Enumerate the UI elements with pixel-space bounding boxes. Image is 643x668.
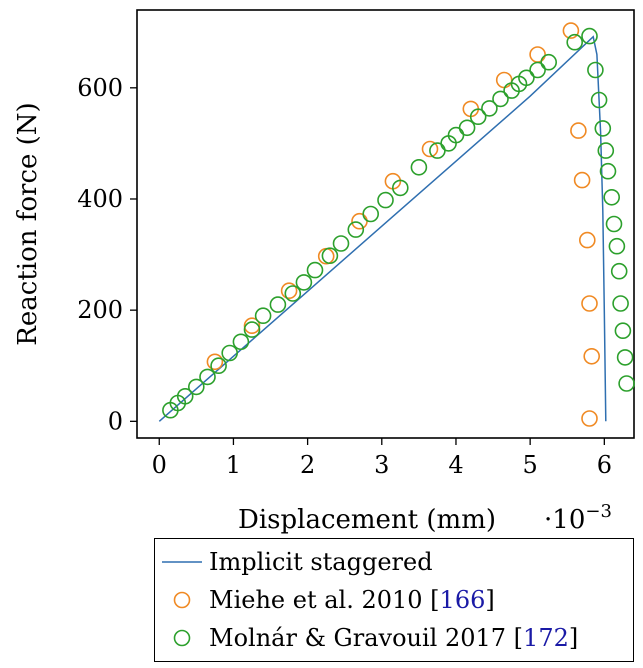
legend-citation-molnar[interactable]: 172: [523, 624, 569, 652]
data-point-miehe-et-al-2010: [570, 122, 587, 139]
y-axis-title: Reaction force (N): [13, 102, 43, 345]
data-point-moln-r-gravouil-2017: [458, 119, 476, 137]
legend-label-molnar: Molnár & Gravouil 2017 [172]: [209, 624, 579, 652]
data-point-miehe-et-al-2010: [421, 140, 439, 158]
data-point-moln-r-gravouil-2017: [492, 90, 509, 108]
x-axis-multiplier: ·10−3: [544, 501, 612, 535]
data-point-moln-r-gravouil-2017: [347, 221, 365, 238]
data-point-moln-r-gravouil-2017: [481, 100, 498, 117]
legend-item-molnar: Molnár & Gravouil 2017 [172]: [155, 619, 578, 657]
x-tick-label: 1: [226, 451, 241, 479]
data-point-moln-r-gravouil-2017: [391, 179, 409, 197]
data-point-moln-r-gravouil-2017: [618, 375, 635, 392]
data-point-moln-r-gravouil-2017: [581, 27, 598, 45]
x-tick-label: 3: [374, 451, 389, 479]
data-point-moln-r-gravouil-2017: [590, 91, 608, 109]
data-point-moln-r-gravouil-2017: [254, 307, 272, 325]
data-point-moln-r-gravouil-2017: [605, 215, 623, 233]
data-point-moln-r-gravouil-2017: [221, 344, 238, 362]
data-point-miehe-et-al-2010: [578, 231, 596, 249]
data-point-moln-r-gravouil-2017: [518, 69, 535, 87]
legend-item-miehe: Miehe et al. 2010 [166]: [155, 581, 495, 619]
legend-label-implicit-staggered: Implicit staggered: [209, 548, 433, 576]
data-point-miehe-et-al-2010: [529, 46, 546, 63]
legend-citation-miehe[interactable]: 166: [439, 586, 486, 614]
chart-marks: [158, 22, 635, 427]
data-point-moln-r-gravouil-2017: [243, 321, 261, 338]
data-point-moln-r-gravouil-2017: [377, 191, 394, 209]
x-axis-multiplier-base: ·10: [544, 505, 585, 535]
series-line-implicit-staggered: [158, 35, 607, 422]
legend-line-swatch: [155, 543, 209, 581]
y-tick-label: 0: [108, 407, 123, 435]
data-point-miehe-et-al-2010: [583, 347, 601, 365]
data-point-miehe-et-al-2010: [562, 22, 580, 39]
data-point-moln-r-gravouil-2017: [529, 61, 546, 79]
legend-orange-circle-swatch: [155, 581, 209, 619]
data-point-miehe-et-al-2010: [243, 317, 261, 335]
plot-frame: [136, 9, 635, 439]
legend-green-circle-swatch: [155, 619, 209, 657]
data-point-moln-r-gravouil-2017: [210, 357, 227, 375]
data-point-moln-r-gravouil-2017: [540, 53, 558, 71]
legend-item-implicit-staggered: Implicit staggered: [155, 543, 433, 581]
data-point-moln-r-gravouil-2017: [469, 108, 487, 125]
chart-axes: 0 1 2 3 4 5 6 0 200 400 600: [77, 74, 612, 479]
data-point-moln-r-gravouil-2017: [610, 262, 628, 280]
y-tick-label: 400: [77, 185, 123, 213]
y-tick-label: 600: [77, 74, 123, 102]
x-tick-label: 4: [448, 451, 463, 479]
data-point-moln-r-gravouil-2017: [614, 322, 632, 340]
data-point-moln-r-gravouil-2017: [188, 378, 205, 396]
legend-label-miehe: Miehe et al. 2010 [166]: [209, 586, 495, 614]
data-point-moln-r-gravouil-2017: [599, 162, 617, 180]
data-point-moln-r-gravouil-2017: [410, 159, 428, 176]
y-tick-label: 200: [77, 296, 123, 324]
chart-legend: Implicit staggered Miehe et al. 2010 [16…: [154, 538, 634, 662]
data-point-miehe-et-al-2010: [581, 410, 598, 427]
data-point-miehe-et-al-2010: [495, 71, 513, 89]
data-point-moln-r-gravouil-2017: [616, 349, 634, 366]
data-point-miehe-et-al-2010: [280, 282, 298, 300]
data-point-moln-r-gravouil-2017: [566, 33, 584, 51]
data-point-moln-r-gravouil-2017: [199, 368, 216, 386]
x-axis-multiplier-exponent: −3: [585, 501, 612, 522]
x-tick-label: 2: [300, 451, 315, 479]
data-point-moln-r-gravouil-2017: [269, 296, 287, 313]
data-point-moln-r-gravouil-2017: [608, 237, 626, 255]
x-tick-label: 0: [152, 451, 167, 479]
x-tick-label: 6: [597, 451, 612, 479]
data-point-moln-r-gravouil-2017: [295, 274, 313, 291]
data-point-miehe-et-al-2010: [581, 295, 598, 312]
data-point-moln-r-gravouil-2017: [594, 120, 612, 137]
data-point-moln-r-gravouil-2017: [176, 387, 194, 405]
data-point-moln-r-gravouil-2017: [597, 142, 615, 159]
data-point-moln-r-gravouil-2017: [232, 333, 250, 351]
data-point-moln-r-gravouil-2017: [362, 205, 380, 223]
x-axis-title: Displacement (mm): [238, 505, 496, 535]
data-point-miehe-et-al-2010: [573, 171, 591, 189]
data-point-miehe-et-al-2010: [206, 353, 224, 371]
data-point-miehe-et-al-2010: [351, 212, 368, 230]
data-point-moln-r-gravouil-2017: [603, 189, 621, 206]
data-point-moln-r-gravouil-2017: [306, 261, 324, 279]
x-tick-label: 5: [523, 451, 538, 479]
data-point-moln-r-gravouil-2017: [332, 235, 350, 252]
data-point-moln-r-gravouil-2017: [612, 295, 629, 312]
legend-label-miehe-text: Miehe et al. 2010: [209, 586, 431, 614]
legend-label-molnar-text: Molnár & Gravouil 2017: [209, 624, 514, 652]
data-point-moln-r-gravouil-2017: [284, 285, 302, 302]
data-point-moln-r-gravouil-2017: [587, 61, 604, 79]
data-point-moln-r-gravouil-2017: [321, 247, 339, 264]
